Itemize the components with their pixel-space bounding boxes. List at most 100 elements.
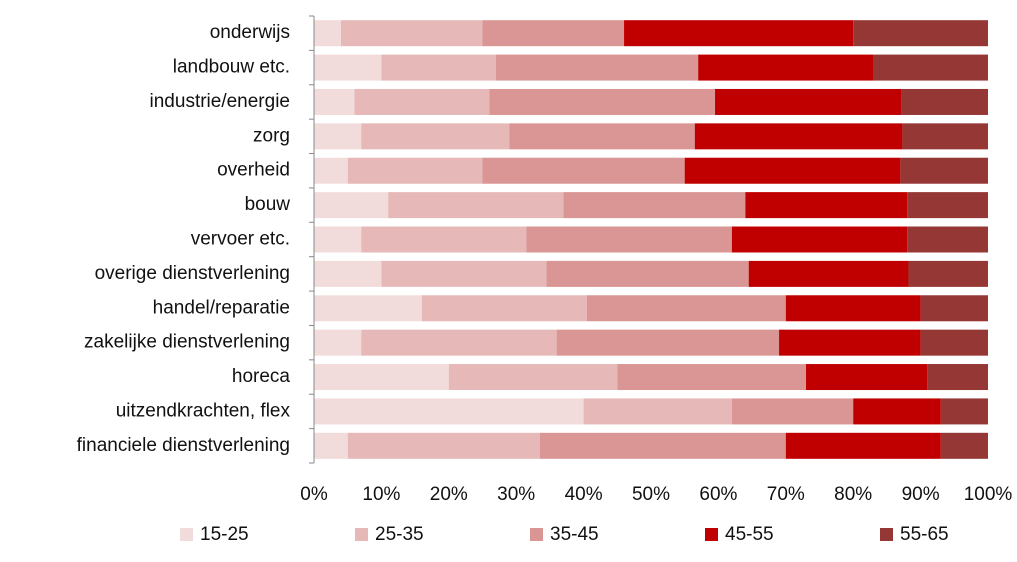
bar-segment (482, 20, 625, 47)
x-tick-label: 50% (632, 484, 670, 505)
x-tick-label: 40% (565, 484, 603, 505)
bar-segment (907, 226, 988, 253)
x-tick-label: 70% (767, 484, 805, 505)
x-tick-labels: 0% 10% 20% 30% 40% 50% 60% 70% 80% 90% 100% (300, 484, 1012, 505)
bar-segment (482, 157, 685, 184)
bar-segment (314, 364, 449, 391)
bar-segment (448, 364, 618, 391)
legend-item: 25-35 (355, 524, 424, 545)
bar-segment (920, 329, 988, 356)
legend-item: 45-55 (705, 524, 774, 545)
category-label: overheid (217, 160, 290, 181)
bar-segment (940, 432, 988, 459)
bar-segment (314, 295, 422, 322)
x-tick-label: 10% (362, 484, 400, 505)
legend-label: 55-65 (900, 524, 949, 545)
x-tick-label: 100% (964, 484, 1013, 505)
bar-segment (539, 432, 786, 459)
bar-segment (900, 157, 988, 184)
bar-segment (388, 192, 564, 219)
bar-segment (908, 260, 988, 287)
bar-segment (354, 88, 490, 115)
legend-label: 15-25 (200, 524, 249, 545)
category-label: handel/reparatie (153, 297, 290, 318)
bar-segment (361, 123, 510, 150)
bar-segment (927, 364, 988, 391)
bar-segment (617, 364, 807, 391)
bar-segment (731, 226, 908, 253)
axes-layer (309, 15, 315, 464)
legend-swatch (880, 528, 893, 541)
bar-segment (563, 192, 746, 219)
legend-item: 15-25 (180, 524, 249, 545)
bar-segment (901, 88, 988, 115)
bar-segment (526, 226, 732, 253)
bar-segment (694, 123, 903, 150)
bar-segment (314, 54, 382, 81)
bar-segment (546, 260, 749, 287)
bar-segment (509, 123, 695, 150)
bar-segment (361, 226, 527, 253)
bar-segment (624, 20, 854, 47)
bar-segment (586, 295, 786, 322)
bar-segment (381, 54, 496, 81)
legend-label: 35-45 (550, 524, 599, 545)
bar-segment (556, 329, 780, 356)
legend-label: 25-35 (375, 524, 424, 545)
bar-segment (698, 54, 874, 81)
bar-segment (314, 157, 348, 184)
category-label: overige dienstverlening (95, 263, 290, 284)
bar-segment (806, 364, 928, 391)
bar-segment (873, 54, 988, 81)
bar-segment (853, 398, 941, 425)
bar-segment (347, 157, 483, 184)
category-label: financiele dienstverlening (77, 435, 290, 456)
bar-segment (314, 88, 355, 115)
bar-segment (785, 432, 941, 459)
bar-segment (314, 260, 382, 287)
legend-swatch (530, 528, 543, 541)
bar-segment (495, 54, 699, 81)
category-label: horeca (232, 366, 291, 387)
bar-segment (907, 192, 988, 219)
bar-segment (489, 88, 716, 115)
x-tick-label: 20% (430, 484, 468, 505)
bar-segment (583, 398, 732, 425)
category-label: zorg (253, 125, 290, 146)
bar-segment (340, 20, 483, 47)
legend-swatch (180, 528, 193, 541)
bar-segment (920, 295, 988, 322)
x-tick-label: 0% (300, 484, 328, 505)
bar-segment (381, 260, 547, 287)
bar-segment (421, 295, 587, 322)
bar-segment (314, 123, 362, 150)
legend-item: 35-45 (530, 524, 599, 545)
legend-item: 55-65 (880, 524, 949, 545)
bar-segment (314, 432, 348, 459)
bar-segment (748, 260, 909, 287)
x-tick-label: 80% (834, 484, 872, 505)
category-label: uitzendkrachten, flex (116, 400, 291, 421)
bar-segment (347, 432, 540, 459)
legend-label: 45-55 (725, 524, 774, 545)
bar-segment (314, 226, 362, 253)
category-label: bouw (245, 194, 291, 215)
bar-segment (314, 20, 341, 47)
bar-segment (314, 398, 584, 425)
legend-swatch (705, 528, 718, 541)
legend-swatch (355, 528, 368, 541)
bar-segment (745, 192, 908, 219)
bar-segment (684, 157, 901, 184)
x-tick-label: 30% (497, 484, 535, 505)
x-tick-label: 60% (699, 484, 737, 505)
bar-segment (361, 329, 557, 356)
bar-segment (715, 88, 902, 115)
bar-segment (314, 192, 389, 219)
category-label: landbouw etc. (173, 57, 290, 78)
bar-segment (785, 295, 921, 322)
bar-segment (902, 123, 988, 150)
category-labels: onderwijs landbouw etc. industrie/energie z… (77, 22, 291, 456)
category-label: industrie/energie (150, 91, 290, 112)
legend: 15-25 25-35 35-45 45-55 55-65 (180, 524, 949, 545)
